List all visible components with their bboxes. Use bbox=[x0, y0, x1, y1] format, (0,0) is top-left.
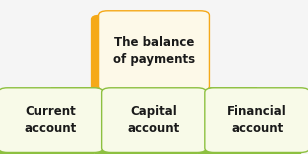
FancyBboxPatch shape bbox=[99, 11, 209, 91]
FancyBboxPatch shape bbox=[94, 92, 199, 154]
FancyBboxPatch shape bbox=[102, 88, 206, 152]
FancyBboxPatch shape bbox=[197, 92, 302, 154]
FancyBboxPatch shape bbox=[91, 15, 202, 95]
FancyBboxPatch shape bbox=[205, 88, 308, 152]
Text: The balance
of payments: The balance of payments bbox=[113, 36, 195, 66]
Text: Capital
account: Capital account bbox=[128, 105, 180, 135]
Text: Current
account: Current account bbox=[25, 105, 77, 135]
FancyBboxPatch shape bbox=[0, 88, 103, 152]
FancyBboxPatch shape bbox=[0, 92, 95, 154]
Text: Financial
account: Financial account bbox=[227, 105, 287, 135]
